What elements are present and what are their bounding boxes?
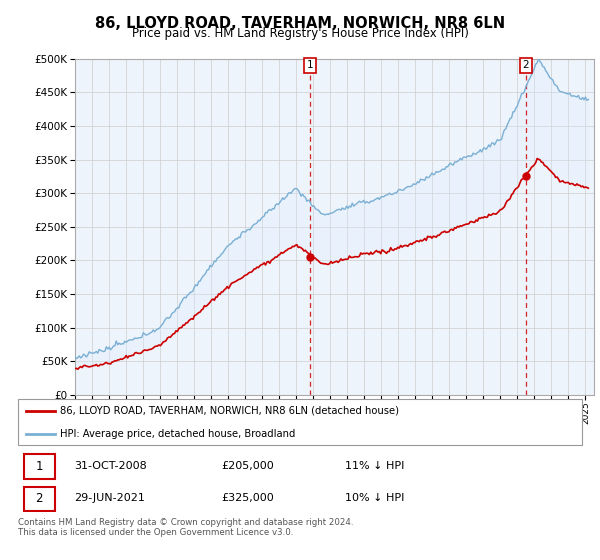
Text: HPI: Average price, detached house, Broadland: HPI: Average price, detached house, Broa… <box>60 429 296 438</box>
Text: 11% ↓ HPI: 11% ↓ HPI <box>345 461 404 471</box>
Text: £205,000: £205,000 <box>221 461 274 471</box>
Text: 86, LLOYD ROAD, TAVERHAM, NORWICH, NR8 6LN: 86, LLOYD ROAD, TAVERHAM, NORWICH, NR8 6… <box>95 16 505 31</box>
FancyBboxPatch shape <box>23 455 55 479</box>
Text: 2: 2 <box>523 60 529 70</box>
FancyBboxPatch shape <box>18 399 582 445</box>
Text: 31-OCT-2008: 31-OCT-2008 <box>74 461 147 471</box>
Text: 1: 1 <box>307 60 314 70</box>
FancyBboxPatch shape <box>23 487 55 511</box>
Text: 2: 2 <box>35 492 43 505</box>
Text: £325,000: £325,000 <box>221 493 274 503</box>
Text: Contains HM Land Registry data © Crown copyright and database right 2024.
This d: Contains HM Land Registry data © Crown c… <box>18 518 353 538</box>
Text: 29-JUN-2021: 29-JUN-2021 <box>74 493 145 503</box>
Text: 86, LLOYD ROAD, TAVERHAM, NORWICH, NR8 6LN (detached house): 86, LLOYD ROAD, TAVERHAM, NORWICH, NR8 6… <box>60 406 400 416</box>
Text: Price paid vs. HM Land Registry's House Price Index (HPI): Price paid vs. HM Land Registry's House … <box>131 27 469 40</box>
Text: 1: 1 <box>35 460 43 473</box>
Text: 10% ↓ HPI: 10% ↓ HPI <box>345 493 404 503</box>
